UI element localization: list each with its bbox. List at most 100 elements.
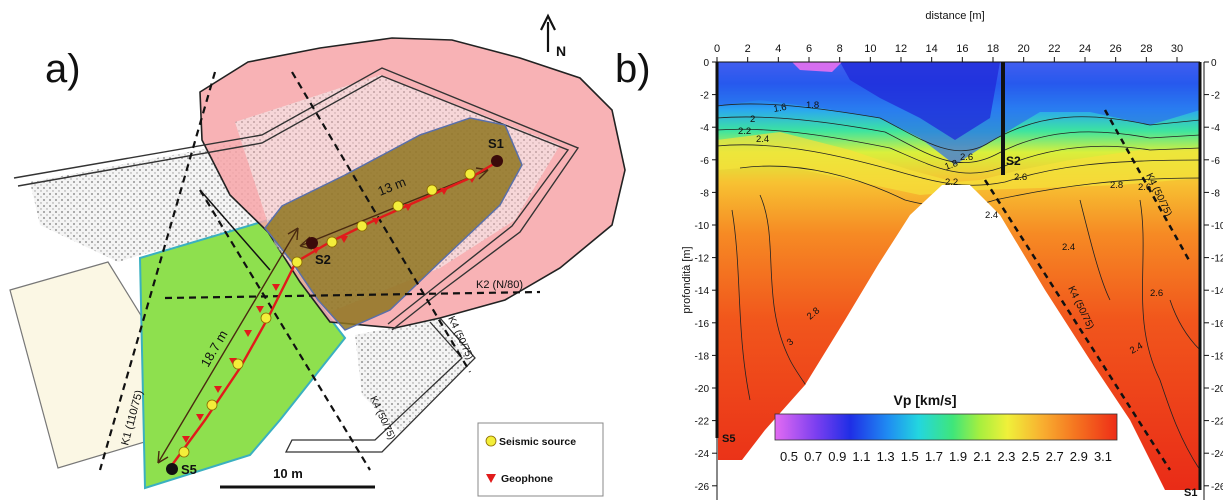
seismic-source xyxy=(464,168,476,180)
shot-point-s2 xyxy=(306,237,318,249)
colorbar-tick-label: 1.5 xyxy=(901,449,919,464)
contour-label: 2.2 xyxy=(738,126,751,137)
colorbar-tick-label: 1.7 xyxy=(925,449,943,464)
contour xyxy=(717,144,1200,186)
geophone xyxy=(372,218,380,225)
contour-label: 2 xyxy=(750,114,755,125)
y-tick-label: -16 xyxy=(695,319,710,330)
geophone xyxy=(196,414,204,421)
y-tick-label-right: -24 xyxy=(1211,449,1223,460)
x-tick-label: 0 xyxy=(714,43,720,55)
olive-zone xyxy=(264,117,523,331)
y-tick-label-right: -6 xyxy=(1211,156,1220,167)
panel-b-label: b) xyxy=(615,47,651,91)
x-tick-label: 26 xyxy=(1110,43,1122,55)
contour-label: 2.4 xyxy=(985,210,998,221)
colorbar-tick-label: 2.9 xyxy=(1070,449,1088,464)
seismic-source xyxy=(426,184,438,196)
y-tick-label: -18 xyxy=(695,351,710,362)
seismic-source xyxy=(260,312,272,324)
colorbar-tick-label: 0.7 xyxy=(804,449,822,464)
contour xyxy=(1079,199,1111,301)
geophones xyxy=(182,176,476,443)
colorbar-tick-label: 3.1 xyxy=(1094,449,1112,464)
geophone xyxy=(256,306,264,313)
x-tick-label: 24 xyxy=(1079,43,1091,55)
geophone xyxy=(244,330,252,337)
y-tick-label-right: -8 xyxy=(1211,188,1220,199)
contour-label: 2.6 xyxy=(1138,182,1151,193)
y-tick-label-right: -22 xyxy=(1211,417,1223,428)
north-label: N xyxy=(556,43,566,59)
y-tick-label-right: -26 xyxy=(1211,482,1223,493)
colorbar-tick-label: 2.1 xyxy=(973,449,991,464)
x-tick-label: 30 xyxy=(1171,43,1183,55)
colorbar-tick-label: 0.9 xyxy=(828,449,846,464)
colorbar-tick-label: 0.5 xyxy=(780,449,798,464)
seismic-sources xyxy=(178,168,476,458)
legend-seismic-source-icon xyxy=(485,435,497,447)
contour-label: 2.6 xyxy=(1150,288,1163,299)
contour-labels: 1.6 1.822.22.42.62.831.82.22.42.62.42.62.… xyxy=(738,100,1163,357)
x-tick-label: 22 xyxy=(1048,43,1060,55)
scale-bar-label: 10 m xyxy=(273,466,303,481)
x-tick-label: 12 xyxy=(895,43,907,55)
wall-inner xyxy=(17,75,570,325)
contour xyxy=(1139,199,1200,471)
y-tick-label: -10 xyxy=(695,221,710,232)
y-tick-label: -4 xyxy=(700,123,709,134)
contour-label: 2.6 xyxy=(960,152,973,163)
y-tick-label: -26 xyxy=(695,482,710,493)
section-fracture-k4-b xyxy=(1103,109,1192,263)
legend-geophone-label: Geophone xyxy=(501,473,553,485)
contour-label: 1.6 xyxy=(773,102,788,115)
contour-label: 2.4 xyxy=(1062,242,1075,253)
geophone xyxy=(214,386,222,393)
wall-outer xyxy=(13,67,580,331)
building-block xyxy=(9,261,159,469)
y-tick-label-right: -4 xyxy=(1211,123,1220,134)
fracture-edge xyxy=(199,189,271,271)
y-tick-label-right: -14 xyxy=(1211,286,1223,297)
contour xyxy=(717,103,1200,152)
x-tick-label: 28 xyxy=(1140,43,1152,55)
colorbar-tick-label: 2.5 xyxy=(1021,449,1039,464)
wall-south xyxy=(284,317,476,453)
legend-box xyxy=(477,422,604,497)
y-tick-label: -6 xyxy=(700,156,709,167)
yellow-band xyxy=(717,132,1200,195)
colorbar-ticks: 0.5 0.7 0.9 1.1 1.3 1.5 1.7 1.9 2.1 2.3 2.5 2.7 2.9 3… xyxy=(780,449,1112,464)
seismic-source xyxy=(326,236,338,248)
y-tick-label: 0 xyxy=(703,58,709,69)
contour xyxy=(717,128,1200,174)
colorbar-tick-label: 2.7 xyxy=(1046,449,1064,464)
panel-a: S1 S2 S5 13 m 18.7 m K1 (110/75) K2 (N/8… xyxy=(9,13,626,497)
y-ticks: 0 -2 -4 -6 -8 -10 -12 -14 -16 -18 -20 -22 -24 -26 xyxy=(695,58,717,493)
geophone xyxy=(404,204,412,211)
seismic-source xyxy=(206,399,218,411)
label-s1: S1 xyxy=(488,136,504,151)
contour-label: 2.8 xyxy=(1110,180,1123,191)
magenta-zone xyxy=(792,62,842,72)
seismic-source xyxy=(178,446,190,458)
x-tick-label: 6 xyxy=(806,43,812,55)
section-label-s5: S5 xyxy=(722,433,735,445)
shot-point-s5 xyxy=(166,463,178,475)
y-tick-label: -24 xyxy=(695,449,710,460)
label-s5: S5 xyxy=(181,462,197,477)
x-tick-label: 16 xyxy=(956,43,968,55)
north-arrowhead-icon xyxy=(540,13,556,31)
colorbar-tick-label: 1.9 xyxy=(949,449,967,464)
lowest-velocity-zone xyxy=(840,62,1000,140)
section-fracture-k4-a xyxy=(983,179,1172,471)
y-tick-label: -12 xyxy=(695,254,710,265)
contour xyxy=(1169,299,1200,351)
geophone xyxy=(272,284,280,291)
geophone xyxy=(440,188,448,195)
x-tick-label: 18 xyxy=(987,43,999,55)
seismic-source xyxy=(392,200,404,212)
y-tick-label: -14 xyxy=(695,286,710,297)
label-s2: S2 xyxy=(315,252,331,267)
y-tick-label-right: -20 xyxy=(1211,384,1223,395)
legend-seismic-source-label: Seismic source xyxy=(499,436,576,448)
